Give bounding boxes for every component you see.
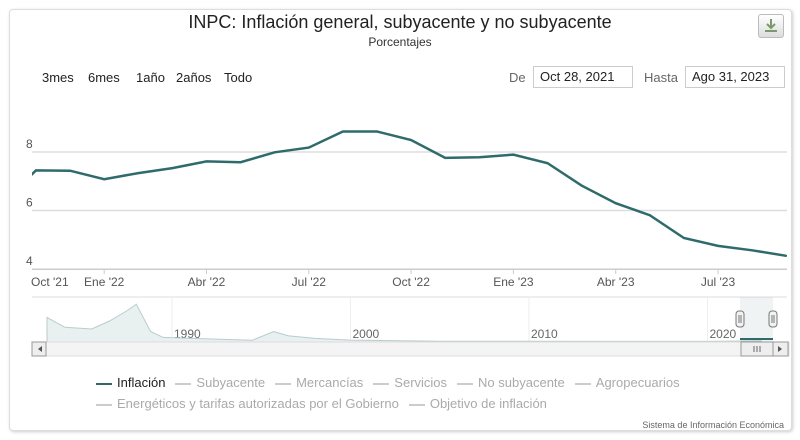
navigator-tick-label: 2000	[353, 327, 380, 341]
data-point[interactable]	[1, 202, 3, 204]
range-button-3mes[interactable]: 3mes	[42, 70, 74, 85]
data-point[interactable]	[546, 162, 549, 165]
legend-item[interactable]: Subyacente	[175, 375, 265, 390]
data-point[interactable]	[580, 184, 583, 187]
data-point[interactable]	[376, 130, 378, 133]
x-tick-label: Ene '22	[84, 275, 125, 289]
legend-label: Objetivo de inflación	[429, 396, 547, 411]
grip-icon	[738, 315, 742, 323]
arrow-right-icon	[778, 346, 782, 352]
data-point[interactable]	[682, 236, 685, 239]
navigator-tick-label: 2020	[710, 327, 737, 341]
data-point[interactable]	[751, 249, 754, 252]
data-point[interactable]	[785, 254, 787, 257]
y-tick-label: 4	[26, 254, 33, 268]
data-point[interactable]	[273, 151, 276, 154]
legend-line-icon	[275, 382, 292, 385]
range-button-1ano[interactable]: 1año	[136, 70, 165, 85]
data-point[interactable]	[444, 156, 447, 159]
data-point[interactable]	[614, 202, 617, 205]
legend-row-1: Inflación Subyacente Mercancías Servicios No…	[96, 375, 690, 390]
x-tick-label: Oct '22	[392, 275, 430, 289]
legend-item[interactable]: Energéticos y tarifas autorizadas por el…	[96, 396, 399, 411]
legend-line-icon	[373, 382, 390, 385]
x-tick-label: Oct '21	[31, 275, 69, 289]
data-point[interactable]	[69, 169, 72, 172]
chart-container	[9, 9, 792, 431]
legend-label: Mercancías	[296, 375, 364, 390]
grip-icon	[753, 346, 761, 352]
credits-link[interactable]: Sistema de Información Económica	[642, 420, 784, 430]
range-button-6mes[interactable]: 6mes	[88, 70, 120, 85]
data-point[interactable]	[171, 167, 174, 170]
to-date-input[interactable]: Ago 31, 2023	[685, 66, 785, 88]
scrollbar-track[interactable]	[31, 341, 790, 357]
legend-item[interactable]: Objetivo de inflación	[408, 396, 547, 411]
legend-line-icon	[96, 403, 112, 406]
download-button[interactable]	[758, 14, 784, 38]
to-label: Hasta	[644, 70, 678, 85]
navigator-series	[46, 303, 762, 342]
x-tick-label: Abr '22	[188, 275, 226, 289]
legend-label: Agropecuarios	[595, 375, 680, 390]
legend-item[interactable]: Mercancías	[275, 375, 363, 390]
range-button-todo[interactable]: Todo	[224, 70, 253, 85]
legend-item[interactable]: Servicios	[373, 375, 447, 390]
navigator-selection[interactable]	[740, 297, 773, 342]
navigator-tick-label: 2010	[531, 327, 558, 341]
data-point[interactable]	[35, 169, 37, 172]
legend-label: Subyacente	[196, 375, 266, 390]
legend-item[interactable]: No subyacente	[457, 375, 565, 390]
from-date-input[interactable]: Oct 28, 2021	[533, 66, 633, 88]
data-point[interactable]	[103, 178, 106, 181]
data-point[interactable]	[717, 244, 719, 247]
legend-label: Inflación	[117, 375, 166, 390]
legend-line-icon	[457, 382, 474, 385]
x-tick-label: Ene '23	[493, 275, 534, 289]
legend-label: No subyacente	[478, 375, 565, 390]
legend-line-icon	[175, 382, 192, 385]
grip-icon	[771, 315, 775, 323]
legend-label: Servicios	[394, 375, 448, 390]
x-tick-label: Jul '23	[701, 275, 736, 289]
data-point[interactable]	[512, 153, 515, 156]
range-button-2anos[interactable]: 2años	[176, 70, 212, 85]
data-point[interactable]	[239, 161, 242, 164]
data-point[interactable]	[307, 146, 310, 149]
x-tick-label: Abr '23	[597, 275, 635, 289]
legend-line-icon	[574, 382, 591, 385]
series-line-inflacion[interactable]	[2, 130, 787, 258]
data-point[interactable]	[410, 139, 413, 142]
legend-item[interactable]: Agropecuarios	[574, 375, 680, 390]
navigator-handle[interactable]	[735, 310, 745, 328]
chart-subtitle: Porcentajes	[368, 35, 432, 49]
y-tick-label: 6	[26, 196, 33, 210]
data-point[interactable]	[648, 214, 651, 217]
navigator-handle[interactable]	[768, 310, 778, 328]
data-point[interactable]	[137, 172, 140, 175]
legend-label: Energéticos y tarifas autorizadas por el…	[117, 396, 399, 411]
x-tick-label: Jul '22	[292, 275, 327, 289]
legend-line-icon	[408, 403, 425, 406]
data-point[interactable]	[478, 156, 481, 159]
from-label: De	[509, 70, 526, 85]
chart-title: INPC: Inflación general, subyacente y no…	[188, 12, 612, 32]
data-point[interactable]	[205, 160, 208, 163]
legend-line-icon	[96, 382, 112, 385]
arrow-left-icon	[38, 346, 42, 352]
legend-item[interactable]: Inflación	[96, 375, 165, 390]
download-icon	[765, 19, 777, 32]
legend-row-2: Energéticos y tarifas autorizadas por el…	[96, 396, 557, 411]
y-tick-label: 8	[26, 137, 33, 151]
data-point[interactable]	[341, 130, 344, 133]
